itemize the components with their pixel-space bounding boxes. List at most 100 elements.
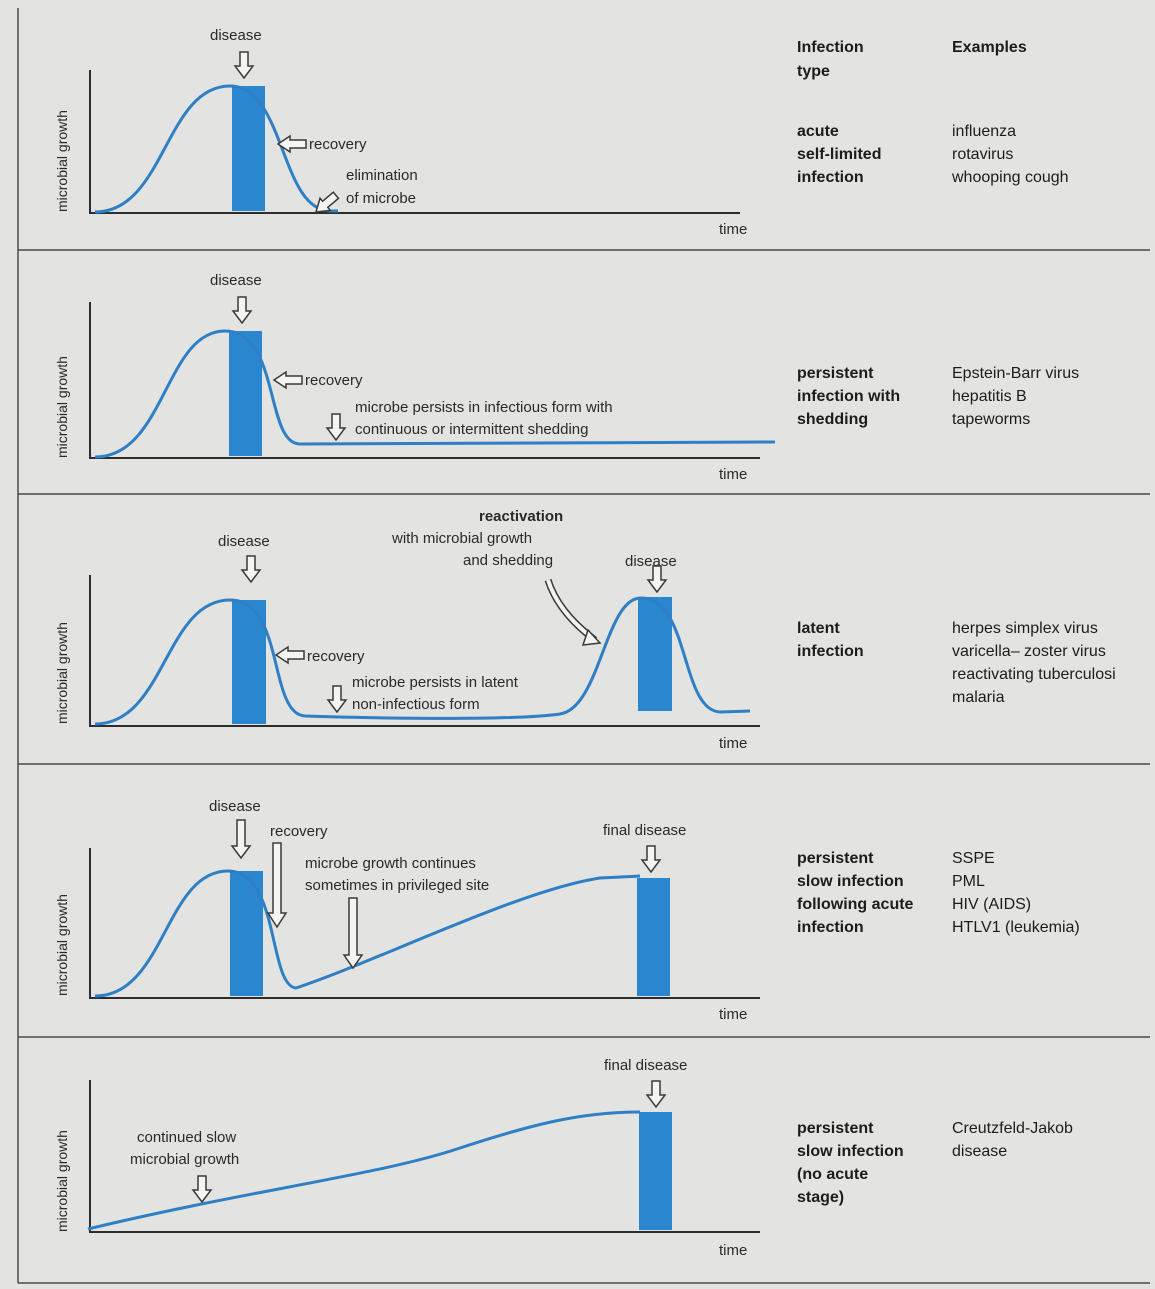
growth-annotation-line1: microbe growth continues (305, 855, 476, 872)
infection-type-line: persistent (797, 850, 874, 867)
axis (89, 848, 760, 999)
example-item: reactivating tuberculosi (952, 666, 1116, 683)
infection-type-slow-no-acute: persistent slow infection (no acute stag… (797, 1117, 904, 1209)
persists-annotation-line1: microbe persists in infectious form with (355, 399, 613, 416)
x-axis-label: time (719, 466, 747, 483)
example-item: whooping cough (952, 169, 1069, 186)
example-item: rotavirus (952, 146, 1014, 163)
x-axis-label: time (719, 1242, 747, 1259)
example-item: influenza (952, 123, 1017, 140)
down-arrow-icon (327, 685, 347, 713)
infection-type-line: persistent (797, 1120, 874, 1137)
examples-acute: influenza rotavirus whooping cough (952, 120, 1069, 189)
example-item: PML (952, 873, 985, 890)
down-arrow-icon (232, 296, 252, 324)
diagonal-arrow-icon (314, 191, 340, 213)
infection-type-line: infection (797, 643, 864, 660)
disease-annotation-2: disease (625, 553, 677, 570)
growth-curve (94, 84, 338, 214)
disease-annotation: disease (210, 272, 262, 289)
reactivation-annotation-line2: with microbial growth (391, 530, 532, 547)
infection-type-line: slow infection (797, 873, 904, 890)
infection-type-line: acute (797, 123, 839, 140)
persists-annotation-line2: non-infectious form (352, 696, 480, 713)
example-item: HIV (AIDS) (952, 896, 1032, 913)
x-axis-label: time (719, 735, 747, 752)
example-item: varicella– zoster virus (952, 643, 1106, 660)
infection-type-line: slow infection (797, 1143, 904, 1160)
y-axis-label: microbial growth (54, 622, 70, 724)
example-item: Creutzfeld-Jakob (952, 1120, 1073, 1137)
persists-annotation-line1: microbe persists in latent (352, 674, 519, 691)
examples-header-label: Examples (952, 39, 1027, 56)
infection-type-header-line2: type (797, 63, 830, 80)
infection-type-slow-following-acute: persistent slow infection following acut… (797, 847, 913, 939)
growth-curve (87, 1110, 641, 1231)
growth-curve (94, 596, 751, 726)
panel-persistent-shedding: microbial growth time disease recovery m… (54, 272, 776, 483)
down-arrow-icon (342, 897, 364, 970)
examples-persistent-shedding: Epstein-Barr virus hepatitis B tapeworms (952, 362, 1079, 431)
disease-bar (639, 1112, 672, 1230)
panel-slow-no-acute: microbial growth time continued slow mic… (54, 1057, 760, 1259)
growth-curve (94, 329, 776, 459)
panel-slow-following-acute: microbial growth time disease recovery m… (54, 798, 760, 1023)
examples-slow-following-acute: SSPE PML HIV (AIDS) HTLV1 (leukemia) (952, 847, 1080, 939)
x-axis-label: time (719, 1006, 747, 1023)
infection-type-line: latent (797, 620, 840, 637)
panel-acute: microbial growth time disease recovery e… (54, 27, 747, 238)
final-disease-annotation: final disease (604, 1057, 687, 1074)
recovery-annotation: recovery (270, 823, 328, 840)
curved-arrow-head-icon (581, 628, 602, 646)
examples-slow-no-acute: Creutzfeld-Jakob disease (952, 1117, 1073, 1163)
panel-latent: microbial growth time disease recovery m… (54, 508, 760, 752)
infection-type-line: infection (797, 169, 864, 186)
x-axis-label: time (719, 221, 747, 238)
final-disease-annotation: final disease (603, 822, 686, 839)
down-arrow-icon (230, 819, 252, 860)
growth-annotation-line2: microbial growth (130, 1151, 239, 1168)
examples-header: Examples (952, 36, 1027, 60)
infection-type-line: infection (797, 919, 864, 936)
infection-type-acute: acute self-limited infection (797, 120, 881, 189)
example-item: hepatitis B (952, 388, 1027, 405)
example-item: SSPE (952, 850, 995, 867)
disease-annotation: disease (210, 27, 262, 44)
axis (89, 1080, 760, 1233)
example-item: HTLV1 (leukemia) (952, 919, 1080, 936)
infection-type-line: following acute (797, 896, 914, 913)
infection-type-line: stage) (797, 1189, 845, 1206)
down-arrow-icon (641, 845, 661, 873)
down-arrow-icon (241, 555, 261, 583)
left-arrow-icon (275, 646, 305, 664)
down-arrow-icon (646, 1080, 666, 1108)
recovery-annotation: recovery (307, 648, 365, 665)
recovery-annotation: recovery (305, 372, 363, 389)
infection-type-line: shedding (797, 411, 869, 428)
infection-type-line: infection with (797, 388, 901, 405)
persists-annotation-line2: continuous or intermittent shedding (355, 421, 588, 438)
y-axis-label: microbial growth (54, 894, 70, 996)
axis (89, 302, 760, 459)
infection-type-line: persistent (797, 365, 874, 382)
axis (89, 70, 740, 214)
elimination-annotation-line1: elimination (346, 167, 418, 184)
example-item: tapeworms (952, 411, 1031, 428)
infection-type-latent: latent infection (797, 617, 864, 663)
down-arrow-icon (234, 51, 254, 79)
axis (89, 575, 760, 727)
elimination-annotation-line2: of microbe (346, 190, 416, 207)
example-item: malaria (952, 689, 1005, 706)
growth-annotation-line1: continued slow (137, 1129, 236, 1146)
down-arrow-icon (266, 842, 288, 929)
down-arrow-icon (326, 413, 346, 441)
disease-annotation: disease (218, 533, 270, 550)
growth-annotation-line2: sometimes in privileged site (305, 877, 489, 894)
infection-type-header-line1: Infection (797, 39, 864, 56)
y-axis-label: microbial growth (54, 110, 70, 212)
disease-bar (638, 597, 672, 711)
growth-curve (94, 869, 641, 998)
down-arrow-icon (192, 1175, 212, 1203)
